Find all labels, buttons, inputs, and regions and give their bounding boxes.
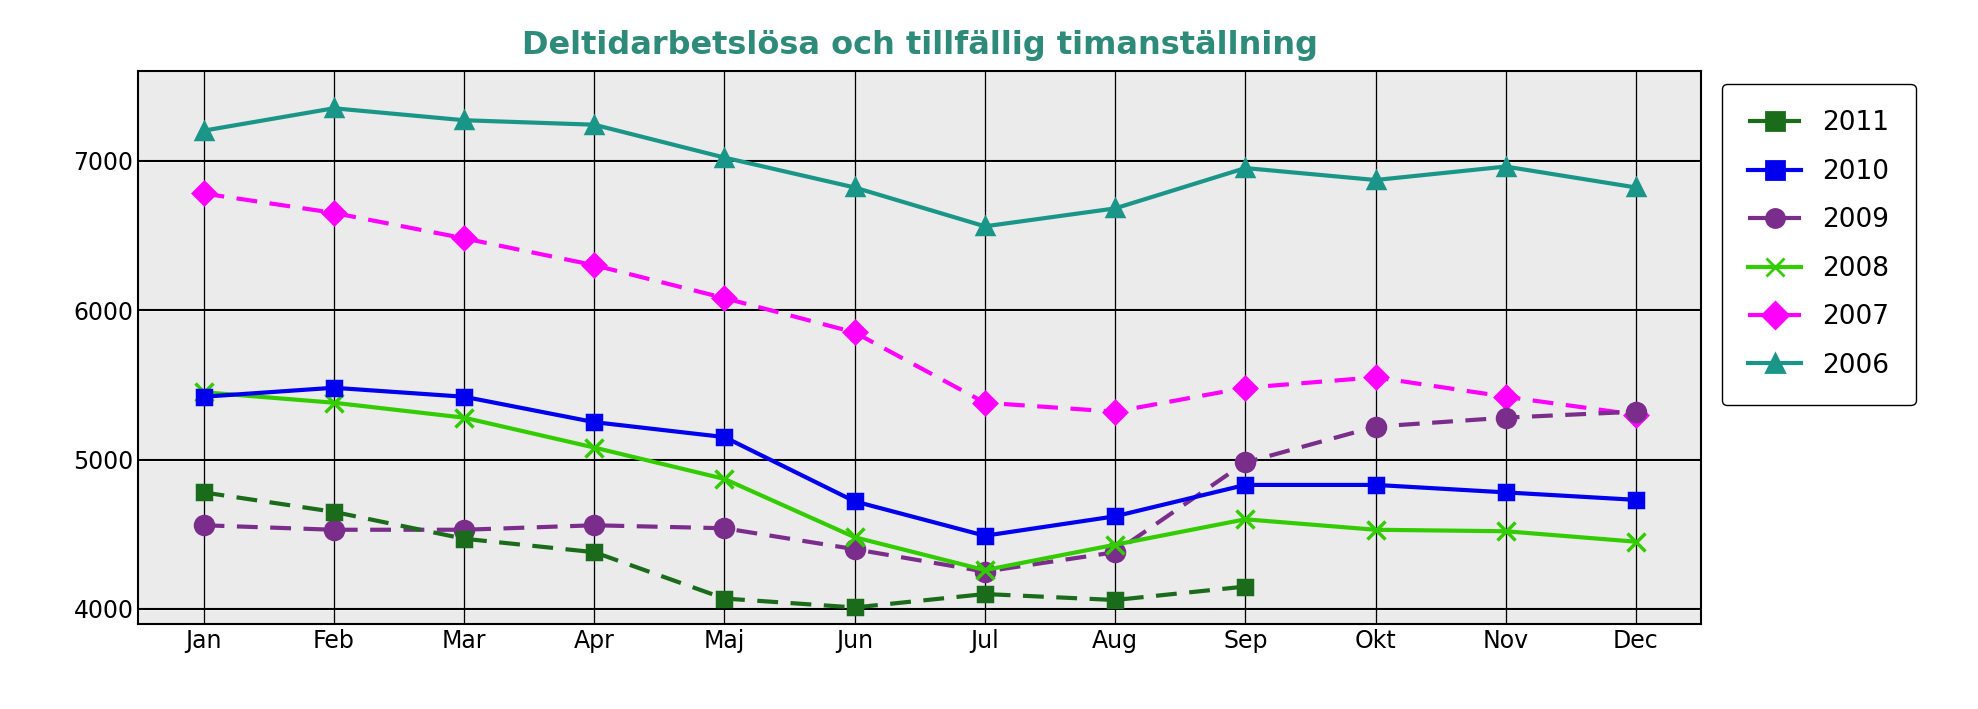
Legend: 2011, 2010, 2009, 2008, 2007, 2006: 2011, 2010, 2009, 2008, 2007, 2006 [1723, 84, 1917, 405]
Title: Deltidarbetslösa och tillfällig timanställning: Deltidarbetslösa och tillfällig timanstä… [522, 30, 1317, 61]
